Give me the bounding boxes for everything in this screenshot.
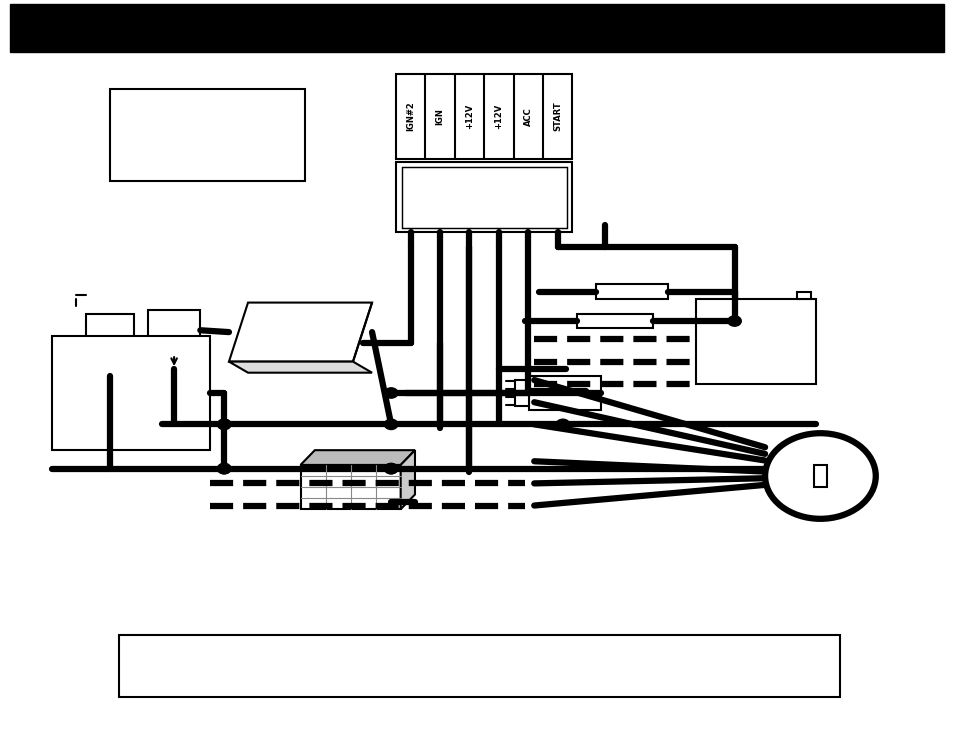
Bar [596, 284, 667, 299]
Polygon shape [300, 450, 415, 465]
Polygon shape [229, 303, 372, 362]
Bar [401, 167, 566, 228]
Circle shape [384, 463, 397, 474]
Bar [813, 465, 825, 487]
Bar [119, 635, 839, 697]
Text: START: START [553, 101, 561, 131]
Bar [300, 465, 400, 509]
Bar [515, 380, 529, 406]
Circle shape [217, 463, 231, 474]
Polygon shape [400, 450, 415, 509]
Circle shape [217, 463, 231, 474]
Bar [148, 310, 200, 351]
Bar [696, 299, 815, 384]
Bar [395, 162, 572, 232]
Bar [529, 376, 600, 410]
Circle shape [384, 419, 397, 430]
Text: +12V: +12V [464, 103, 474, 129]
Circle shape [217, 419, 231, 430]
Bar [577, 314, 653, 328]
Polygon shape [229, 362, 372, 373]
Circle shape [384, 463, 397, 474]
Circle shape [556, 419, 569, 430]
Text: +12V: +12V [494, 103, 503, 129]
Text: ACC: ACC [523, 107, 532, 125]
Bar [796, 292, 810, 299]
Bar [86, 314, 133, 376]
Circle shape [217, 419, 231, 430]
Bar [52, 336, 210, 450]
Polygon shape [353, 303, 372, 362]
Circle shape [384, 388, 397, 399]
Bar [10, 4, 943, 52]
Bar [395, 74, 572, 159]
Circle shape [764, 433, 875, 519]
Text: IGN#2: IGN#2 [406, 101, 415, 131]
Circle shape [727, 316, 740, 326]
Text: IGN: IGN [436, 108, 444, 125]
Bar [110, 89, 305, 181]
